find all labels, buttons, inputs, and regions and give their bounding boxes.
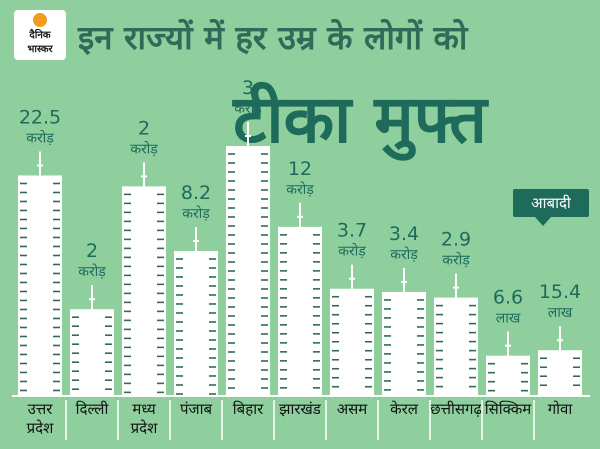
data-label-value-7: 3.4 [389, 223, 419, 245]
data-label-unit-3: करोड़ [182, 205, 210, 222]
data-label-value-3: 8.2 [181, 182, 211, 204]
legend-label: आबादी [513, 189, 589, 226]
data-label-unit-1: करोड़ [78, 263, 106, 280]
bar-0 [18, 175, 62, 396]
category-label-8: छत्तीसगढ़ [430, 400, 482, 418]
headline: इन राज्यों में हर उम्र के लोगों को [78, 18, 468, 57]
category-label-10: गोवा [548, 400, 574, 418]
data-label-value-6: 3.7 [337, 220, 367, 242]
data-label-value-9: 6.6 [493, 287, 523, 309]
category-label-3: पंजाब [180, 400, 213, 418]
bar-9 [486, 355, 530, 396]
data-label-value-8: 2.9 [441, 229, 471, 251]
chart-title: टीका मुफ्त [233, 81, 487, 158]
category-label-7: केरल [390, 400, 419, 418]
data-label-unit-8: करोड़ [442, 252, 470, 269]
bar-10 [538, 350, 582, 396]
category-label-6: असम [337, 400, 369, 418]
data-label-unit-5: करोड़ [286, 181, 314, 198]
data-label-unit-10: लाख [548, 305, 573, 321]
data-label-value-10: 15.4 [539, 281, 581, 303]
category-label-9: सिक्किम [485, 400, 533, 418]
bar-8 [434, 297, 478, 396]
data-label-unit-9: लाख [496, 311, 521, 327]
category-label-5: झारखंड [279, 400, 322, 418]
data-label-value-1: 2 [86, 240, 98, 262]
data-label-value-2: 2 [138, 117, 150, 139]
category-label-2: प्रदेश [131, 419, 159, 437]
data-label-unit-0: करोड़ [26, 129, 54, 146]
logo-line-1: दैनिक [29, 30, 51, 41]
data-label-value-0: 22.5 [19, 106, 61, 128]
category-label-1: दिल्ली [76, 400, 110, 418]
data-label-unit-7: करोड़ [390, 246, 418, 263]
data-label-unit-6: करोड़ [338, 243, 366, 260]
logo-line-2: भास्कर [27, 44, 53, 55]
bar-3 [174, 250, 218, 396]
data-label-unit-4: करोड़ [234, 100, 262, 117]
category-label-0: प्रदेश [27, 419, 55, 437]
category-label-0: उत्तर [28, 400, 54, 418]
category-label-4: बिहार [233, 400, 264, 418]
data-label-unit-2: करोड़ [130, 140, 158, 157]
sun-icon [33, 13, 47, 27]
bar-2 [122, 186, 166, 396]
dainik-bhaskar-logo: दैनिक भास्कर [14, 10, 66, 60]
data-label-value-4: 3 [242, 77, 254, 99]
bar-5 [278, 226, 322, 396]
category-label-2: मध्य [132, 400, 156, 418]
data-label-value-5: 12 [288, 158, 312, 180]
